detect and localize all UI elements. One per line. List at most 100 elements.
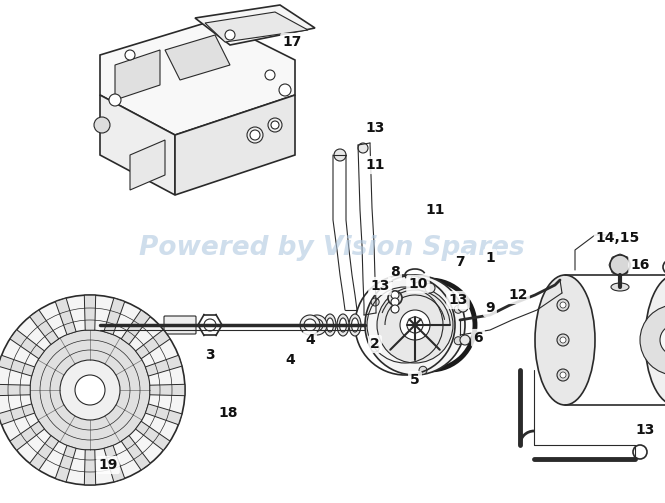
Circle shape	[94, 117, 110, 133]
Circle shape	[663, 260, 665, 274]
Polygon shape	[10, 422, 45, 450]
Text: 5: 5	[410, 373, 420, 387]
Circle shape	[391, 305, 399, 313]
Circle shape	[458, 302, 468, 312]
Text: 12: 12	[508, 288, 528, 302]
Circle shape	[388, 291, 402, 305]
Text: 13: 13	[370, 279, 390, 293]
Text: 14,15: 14,15	[596, 231, 640, 245]
Circle shape	[560, 302, 566, 308]
Text: 10: 10	[408, 277, 428, 291]
Ellipse shape	[611, 283, 629, 291]
Text: 2: 2	[370, 337, 380, 351]
Text: 3: 3	[205, 348, 215, 362]
Circle shape	[425, 283, 435, 293]
Polygon shape	[146, 404, 182, 425]
Text: 4: 4	[305, 333, 315, 347]
Circle shape	[460, 335, 470, 345]
Circle shape	[311, 319, 323, 331]
Ellipse shape	[645, 275, 665, 405]
Ellipse shape	[349, 314, 361, 336]
Circle shape	[271, 121, 279, 129]
Circle shape	[371, 298, 379, 306]
Ellipse shape	[340, 318, 346, 332]
Polygon shape	[0, 404, 35, 425]
Text: 9: 9	[485, 301, 495, 315]
Polygon shape	[175, 95, 295, 195]
Circle shape	[279, 84, 291, 96]
Circle shape	[609, 262, 615, 268]
Circle shape	[247, 127, 263, 143]
Polygon shape	[104, 445, 125, 482]
Circle shape	[617, 270, 623, 276]
Ellipse shape	[327, 318, 334, 332]
Circle shape	[400, 310, 430, 340]
Polygon shape	[195, 5, 315, 45]
Text: 1: 1	[485, 251, 495, 265]
Text: 18: 18	[218, 406, 238, 420]
Text: 19: 19	[98, 458, 118, 472]
Circle shape	[358, 143, 368, 153]
Circle shape	[454, 305, 462, 313]
Ellipse shape	[535, 275, 595, 405]
Polygon shape	[146, 355, 182, 376]
Circle shape	[660, 325, 665, 355]
Polygon shape	[30, 310, 59, 345]
Polygon shape	[84, 295, 96, 330]
Circle shape	[268, 118, 282, 132]
Polygon shape	[205, 12, 308, 42]
Text: 8: 8	[390, 265, 400, 279]
Polygon shape	[0, 384, 30, 396]
Polygon shape	[30, 436, 59, 470]
Circle shape	[419, 366, 427, 374]
Polygon shape	[0, 355, 35, 376]
Polygon shape	[10, 329, 45, 359]
Text: Powered by Vision Spares: Powered by Vision Spares	[139, 235, 525, 261]
Text: 16: 16	[630, 258, 650, 272]
Circle shape	[60, 360, 120, 420]
Polygon shape	[100, 95, 175, 195]
Circle shape	[622, 268, 628, 274]
Polygon shape	[130, 140, 165, 190]
Text: 13: 13	[635, 423, 654, 437]
Polygon shape	[136, 422, 170, 450]
Circle shape	[0, 295, 185, 485]
Polygon shape	[84, 450, 96, 485]
Circle shape	[265, 70, 275, 80]
Circle shape	[611, 257, 617, 263]
Circle shape	[617, 254, 623, 260]
Circle shape	[75, 375, 105, 405]
Polygon shape	[55, 298, 76, 334]
Circle shape	[371, 344, 379, 352]
Text: 11: 11	[425, 203, 445, 217]
Circle shape	[109, 94, 121, 106]
Circle shape	[625, 262, 631, 268]
Circle shape	[204, 319, 216, 331]
Text: 6: 6	[473, 331, 483, 345]
Polygon shape	[55, 445, 76, 482]
Circle shape	[250, 130, 260, 140]
Circle shape	[411, 275, 419, 283]
Circle shape	[557, 369, 569, 381]
Text: 11: 11	[365, 158, 385, 172]
Circle shape	[454, 337, 462, 345]
Circle shape	[334, 149, 346, 161]
Circle shape	[30, 330, 150, 450]
Circle shape	[557, 334, 569, 346]
Circle shape	[640, 305, 665, 375]
Ellipse shape	[337, 314, 349, 336]
Circle shape	[391, 291, 399, 299]
FancyBboxPatch shape	[164, 316, 196, 334]
Polygon shape	[115, 50, 160, 100]
Text: 13: 13	[365, 121, 384, 135]
Circle shape	[225, 30, 235, 40]
Circle shape	[611, 268, 617, 274]
Circle shape	[365, 275, 465, 375]
Circle shape	[304, 319, 316, 331]
Circle shape	[391, 298, 399, 306]
Text: 17: 17	[283, 35, 302, 49]
Circle shape	[300, 315, 320, 335]
Circle shape	[377, 287, 453, 363]
Circle shape	[560, 372, 566, 378]
Circle shape	[610, 255, 630, 275]
